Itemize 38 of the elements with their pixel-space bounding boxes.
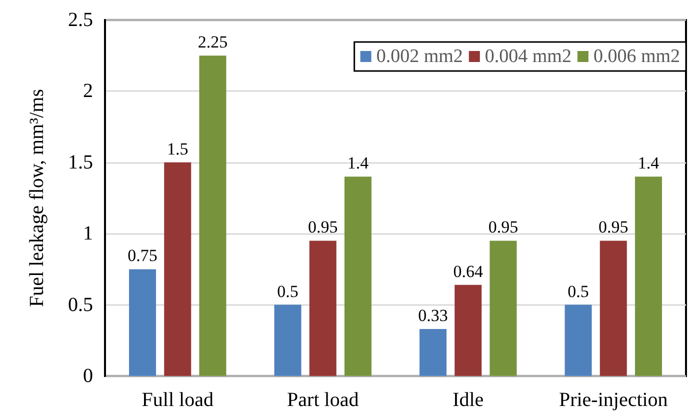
bar: [600, 240, 627, 376]
data-label: 0.95: [488, 218, 518, 237]
data-label: 1.5: [167, 139, 188, 158]
data-label: 0.33: [418, 306, 448, 326]
y-axis-title: Fuel leakage flow, mm³/ms: [26, 88, 48, 307]
data-label: 1.4: [638, 154, 660, 173]
y-tick-label: 2.5: [68, 9, 93, 31]
bar: [344, 176, 372, 376]
y-tick-label: 0.5: [68, 294, 93, 316]
x-tick-label: Idle: [452, 389, 484, 411]
x-tick-label: Prie-injection: [558, 389, 668, 411]
y-tick-label: 0: [83, 365, 93, 387]
data-label: 0.95: [598, 218, 628, 237]
bar: [634, 176, 662, 376]
bar: [490, 240, 517, 376]
bar: [274, 304, 302, 376]
bar: [129, 269, 156, 376]
data-label: 0.95: [308, 218, 338, 237]
y-tick-label: 2: [83, 80, 93, 102]
bar: [454, 284, 482, 376]
bar: [199, 56, 226, 376]
y-tick-label: 1: [83, 222, 93, 245]
bar: [164, 162, 192, 376]
data-label: 0.5: [568, 282, 589, 301]
bar: [564, 304, 592, 376]
legend-label: 0.006 mm2: [593, 46, 680, 67]
data-label: 0.5: [277, 282, 298, 301]
data-label: 1.4: [347, 154, 370, 173]
bar: [309, 240, 336, 376]
x-tick-label: Full load: [142, 389, 214, 411]
data-label: 0.75: [128, 246, 158, 266]
legend-label: 0.002 mm2: [376, 46, 463, 67]
x-tick-label: Part load: [287, 389, 359, 411]
data-label: 2.25: [198, 32, 228, 52]
legend-label: 0.004 mm2: [484, 46, 572, 67]
data-label: 0.64: [453, 262, 484, 281]
bar: [420, 329, 447, 376]
y-tick-label: 1.5: [68, 151, 93, 174]
